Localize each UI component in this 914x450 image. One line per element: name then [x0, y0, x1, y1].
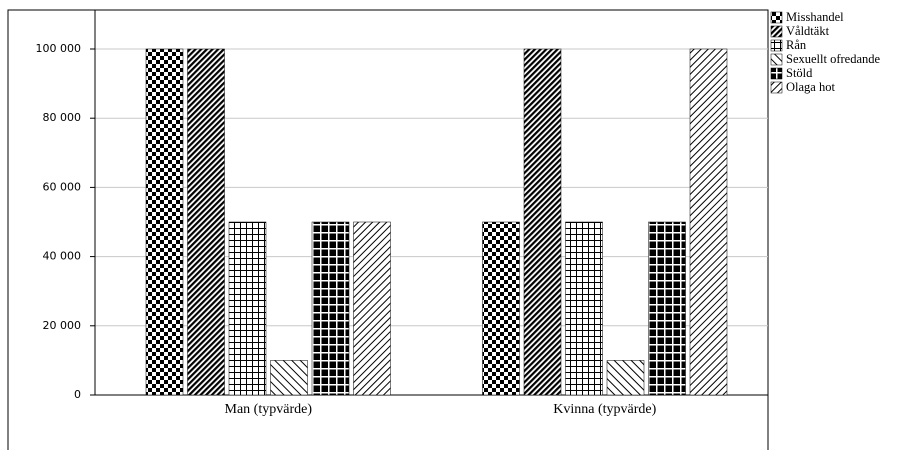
bar — [353, 221, 391, 396]
bar — [228, 221, 267, 396]
bar — [270, 360, 308, 396]
legend-label: Sexuellt ofredande — [786, 52, 881, 66]
legend-swatch — [770, 11, 783, 24]
bar — [145, 48, 184, 396]
bar — [311, 221, 350, 396]
y-tick-label: 20 000 — [43, 319, 82, 332]
bar — [689, 48, 728, 396]
y-tick-label: 40 000 — [43, 250, 82, 263]
legend-label: Stöld — [786, 66, 813, 80]
bar — [565, 221, 603, 396]
bar — [187, 48, 225, 396]
legend-label: Misshandel — [786, 10, 844, 24]
legend-swatch — [770, 81, 783, 94]
bar — [523, 48, 562, 396]
legend-label: Olaga hot — [786, 80, 835, 94]
legend-label: Rån — [786, 38, 807, 52]
legend-swatch — [770, 67, 783, 80]
y-tick-label: 80 000 — [43, 111, 82, 124]
bar — [482, 221, 520, 396]
y-tick-label: 0 — [74, 388, 81, 401]
bar — [648, 221, 686, 396]
y-tick-label: 60 000 — [43, 180, 82, 193]
x-tick-label: Kvinna (typvärde) — [553, 402, 656, 417]
y-tick-label: 100 000 — [36, 42, 82, 55]
legend-swatch — [770, 25, 783, 38]
legend-label: Våldtäkt — [786, 24, 830, 38]
plot-frame — [7, 9, 769, 450]
bar — [606, 360, 645, 396]
x-tick-label: Man (typvärde) — [225, 402, 313, 417]
legend-swatch — [770, 53, 783, 66]
legend-swatch — [770, 39, 783, 52]
